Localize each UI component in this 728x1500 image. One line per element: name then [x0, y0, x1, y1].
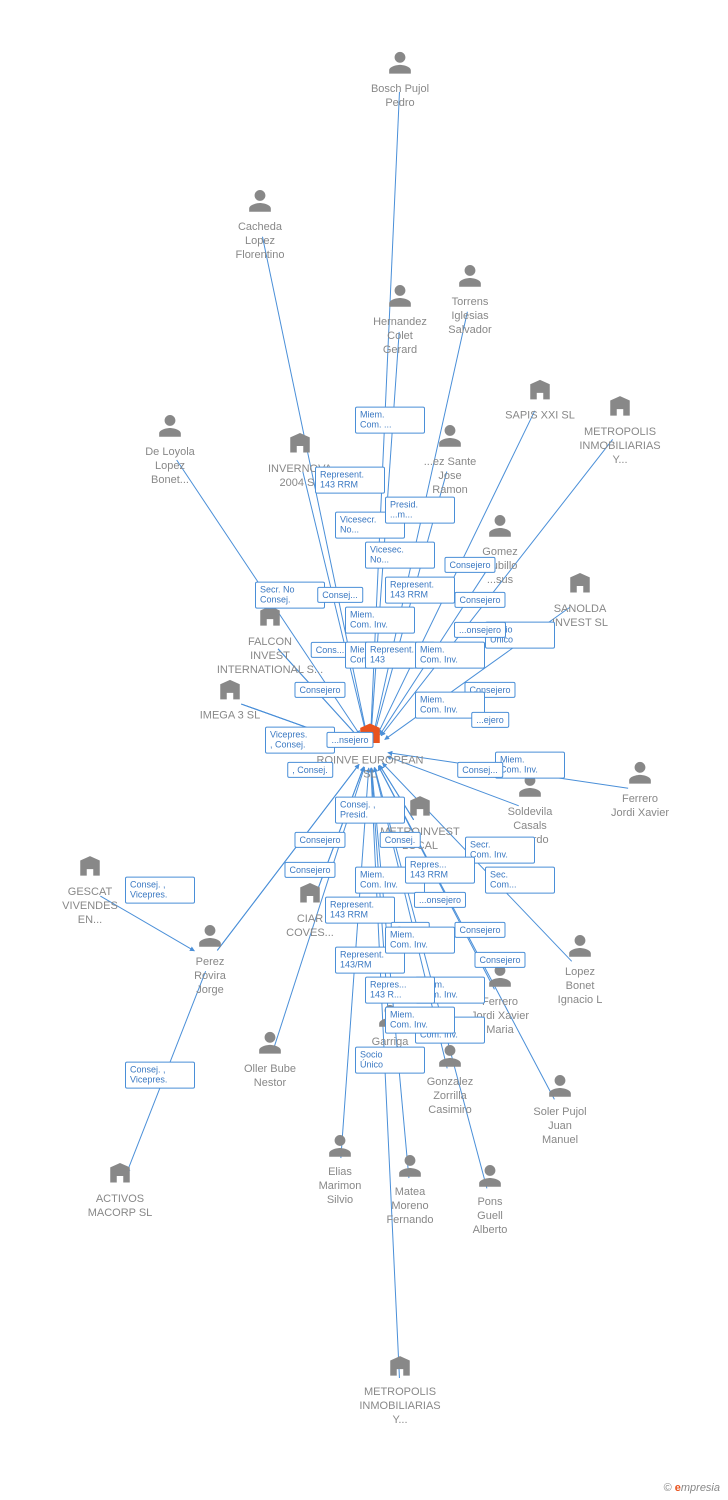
edge-label: Consejero	[444, 557, 495, 573]
edge-label: Repres...143 RRM	[405, 857, 475, 884]
node-label: FALCONINVESTINTERNATIONAL S...	[215, 636, 325, 677]
company-node[interactable]: METROPOLISINMOBILIARIASY...	[345, 1353, 455, 1427]
company-node[interactable]: METROPOLISINMOBILIARIASY...	[565, 393, 675, 467]
person-icon	[415, 263, 525, 294]
person-node[interactable]: TorrensIglesiasSalvador	[415, 263, 525, 337]
node-label: METROPOLISINMOBILIARIASY...	[345, 1386, 455, 1427]
edge-label: Consej...	[317, 587, 363, 603]
edge-label: Represent.143 RRM	[385, 577, 455, 604]
person-node[interactable]: Bosch PujolPedro	[345, 50, 455, 111]
person-node[interactable]: Oller BubeNestor	[215, 1030, 325, 1091]
edge-label: Miem.Com. Inv.	[385, 927, 455, 954]
edge-label: Cons...	[311, 642, 350, 658]
edge-label: Represent.143 RRM	[325, 897, 395, 924]
node-label: PonsGuellAlberto	[435, 1196, 545, 1237]
person-node[interactable]: PerezRoviraJorge	[155, 923, 265, 997]
person-icon	[345, 50, 455, 81]
edge-label: , Consej.	[287, 762, 333, 778]
company-node[interactable]: FALCONINVESTINTERNATIONAL S...	[215, 603, 325, 677]
building-icon	[65, 1160, 175, 1191]
edge-label: Consejero	[294, 832, 345, 848]
person-node[interactable]: Soler PujolJuanManuel	[505, 1073, 615, 1147]
building-icon	[245, 430, 355, 461]
person-node[interactable]: De LoyolaLopezBonet...	[115, 413, 225, 487]
edge-label: Consejero	[284, 862, 335, 878]
building-icon	[345, 1353, 455, 1384]
node-label: Soler PujolJuanManuel	[505, 1106, 615, 1147]
node-label: GonzalezZorrillaCasimiro	[395, 1076, 505, 1117]
edge-label: Consejero	[454, 922, 505, 938]
node-label: FerreroJordi Xavier	[585, 793, 695, 821]
person-icon	[215, 1030, 325, 1061]
edge-label: Consejero	[474, 952, 525, 968]
edge-label: Presid....m...	[385, 497, 455, 524]
person-node[interactable]: FerreroJordi Xavier	[585, 760, 695, 821]
edge-label: Secr. NoConsej.	[255, 582, 325, 609]
edge-label: ...onsejero	[454, 622, 506, 638]
person-icon	[585, 760, 695, 791]
person-icon	[505, 1073, 615, 1104]
building-icon	[175, 677, 285, 708]
edge-label: Repres...143 R...	[365, 977, 435, 1004]
node-label: IMEGA 3 SL	[175, 710, 285, 724]
node-label: TorrensIglesiasSalvador	[415, 296, 525, 337]
edge-label: Secr.Com. Inv.	[465, 837, 535, 864]
edge-label: ...onsejero	[414, 892, 466, 908]
person-icon	[115, 413, 225, 444]
person-icon	[435, 1163, 545, 1194]
person-icon	[155, 923, 265, 954]
node-label: Bosch PujolPedro	[345, 83, 455, 111]
company-node[interactable]: IMEGA 3 SL	[175, 677, 285, 724]
node-label: PerezRoviraJorge	[155, 956, 265, 997]
person-icon	[205, 188, 315, 219]
edge-label: ...nsejero	[326, 732, 373, 748]
node-label: De LoyolaLopezBonet...	[115, 446, 225, 487]
edge-label: SocioÚnico	[355, 1047, 425, 1074]
edge-label: Miem.Com. Inv.	[415, 642, 485, 669]
copyright-footer: © empresia	[664, 1482, 720, 1494]
edge-label: Vicepres., Consej.	[265, 727, 335, 754]
person-node[interactable]: CachedaLopezFlorentino	[205, 188, 315, 262]
node-label: Oller BubeNestor	[215, 1063, 325, 1091]
node-label: CachedaLopezFlorentino	[205, 221, 315, 262]
edge-label: Consej. ,Vicepres.	[125, 1062, 195, 1089]
edge-label: ...ejero	[471, 712, 509, 728]
copyright-symbol: ©	[664, 1482, 672, 1494]
edge-label: Consejero	[294, 682, 345, 698]
edge-label: Sec.Com...	[485, 867, 555, 894]
building-icon	[565, 393, 675, 424]
edge-label: Consej...	[457, 762, 503, 778]
edge-label: Miem.Com. ...	[355, 407, 425, 434]
node-label: ACTIVOSMACORP SL	[65, 1193, 175, 1221]
edge-label: Vicesec.No...	[365, 542, 435, 569]
person-node[interactable]: PonsGuellAlberto	[435, 1163, 545, 1237]
company-node[interactable]: ACTIVOSMACORP SL	[65, 1160, 175, 1221]
building-icon	[525, 570, 635, 601]
edge-label: Consejero	[454, 592, 505, 608]
person-node[interactable]: ...ez SanteJoseRamon	[395, 423, 505, 497]
edge-label: Consej. ,Presid.	[335, 797, 405, 824]
edge-label: Represent.143 RRM	[315, 467, 385, 494]
person-icon	[525, 933, 635, 964]
node-label: ...ez SanteJoseRamon	[395, 456, 505, 497]
edge-label: Consej. ,Vicepres.	[125, 877, 195, 904]
edge-label: Miem.Com. Inv.	[345, 607, 415, 634]
edge-label: Miem.Com. Inv.	[385, 1007, 455, 1034]
node-label: METROPOLISINMOBILIARIASY...	[565, 426, 675, 467]
edge-label: Consej.	[380, 832, 421, 848]
edge-label: Miem.Com. Inv.	[495, 752, 565, 779]
person-icon	[445, 513, 555, 544]
